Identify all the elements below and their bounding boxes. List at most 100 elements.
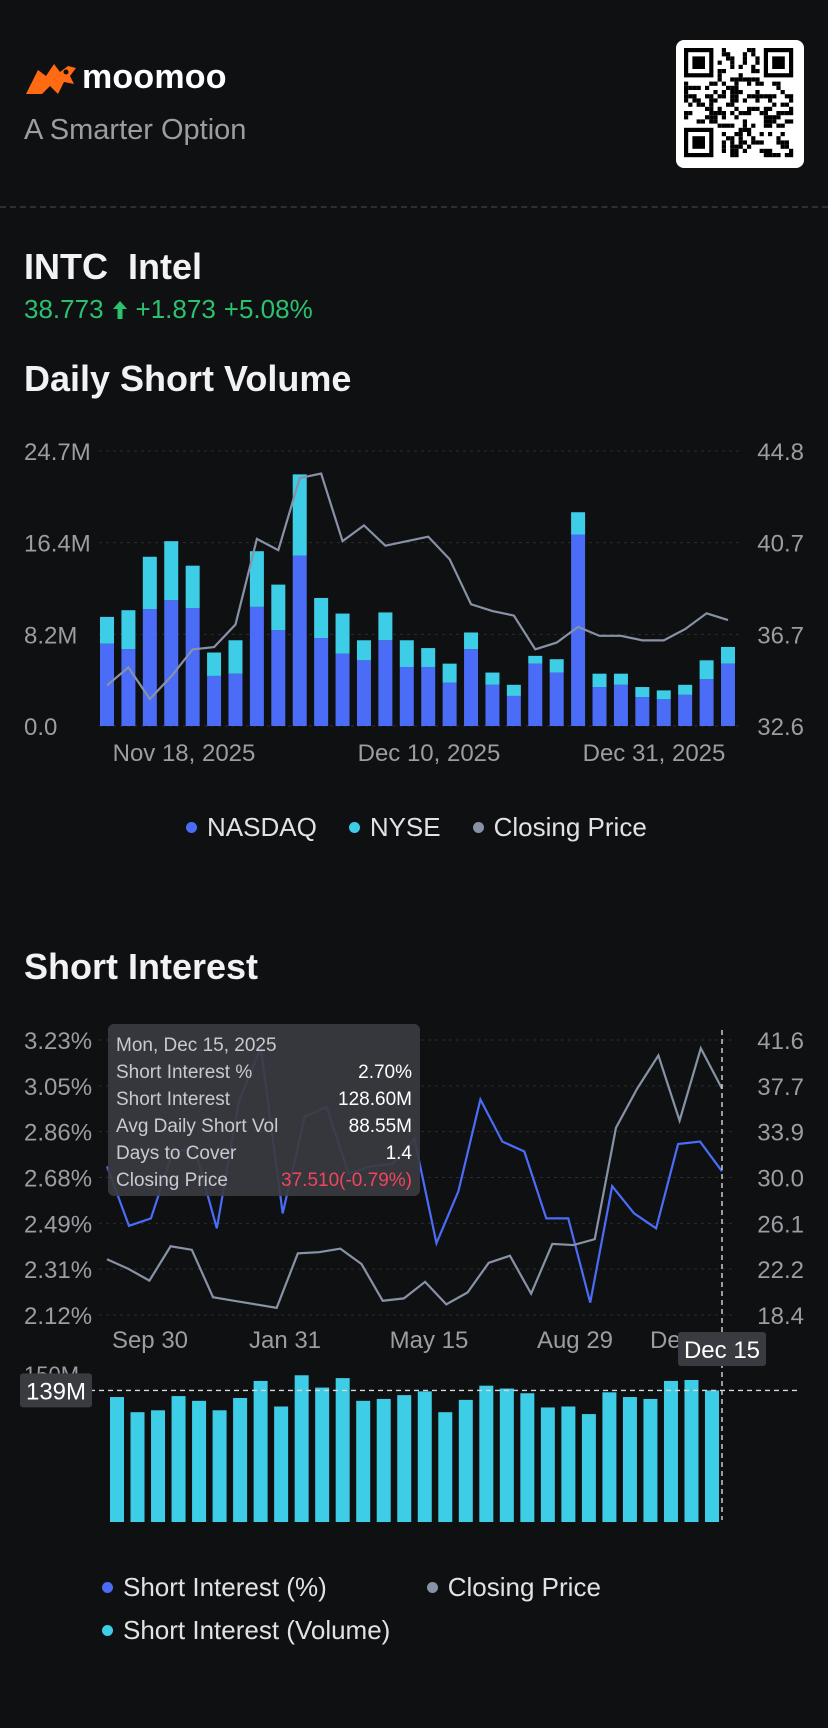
short-interest-chart[interactable]: 3.23% 3.05% 2.86% 2.68% 2.49% 2.31% 2.12% 41.6 3…: [0, 1020, 828, 1540]
bar-short-interest-volume[interactable]: [540, 1407, 555, 1522]
bar-nyse[interactable]: [100, 616, 114, 644]
bar-nyse[interactable]: [335, 613, 350, 654]
bar-nasdaq[interactable]: [356, 660, 371, 726]
bar-nasdaq[interactable]: [271, 630, 286, 726]
bar-nasdaq[interactable]: [249, 606, 264, 726]
bar-nasdaq[interactable]: [485, 684, 500, 726]
bar-nasdaq[interactable]: [656, 699, 671, 726]
bar-short-interest-volume[interactable]: [110, 1397, 124, 1522]
bar-short-interest-volume[interactable]: [705, 1390, 719, 1522]
bar-nyse[interactable]: [164, 541, 179, 601]
closing-price-line[interactable]: [106, 472, 729, 701]
bar-short-interest-volume[interactable]: [356, 1400, 371, 1522]
bar-short-interest-volume[interactable]: [335, 1378, 350, 1522]
bar-nyse[interactable]: [528, 655, 543, 664]
bar-short-interest-volume[interactable]: [438, 1412, 453, 1522]
bar-short-interest-volume[interactable]: [684, 1380, 699, 1522]
bar-nasdaq[interactable]: [506, 695, 521, 726]
legend-closing-price[interactable]: Closing Price: [426, 1572, 601, 1603]
bar-short-interest-volume[interactable]: [520, 1393, 535, 1522]
legend-nyse[interactable]: NYSE: [348, 812, 441, 843]
bar-nasdaq[interactable]: [678, 694, 693, 726]
bar-nyse[interactable]: [314, 597, 329, 639]
bar-nasdaq[interactable]: [207, 675, 222, 726]
bar-nyse[interactable]: [549, 659, 564, 673]
legend-closing-price[interactable]: Closing Price: [472, 812, 647, 843]
bar-nyse[interactable]: [185, 565, 200, 608]
bar-nasdaq[interactable]: [635, 697, 650, 726]
bar-short-interest-volume[interactable]: [151, 1410, 166, 1522]
bar-nyse[interactable]: [249, 551, 264, 607]
bar-nasdaq[interactable]: [164, 600, 179, 726]
bar-nyse[interactable]: [571, 512, 586, 535]
bar-nyse[interactable]: [678, 684, 693, 695]
bar-short-interest-volume[interactable]: [622, 1397, 637, 1522]
bar-nyse[interactable]: [121, 610, 136, 650]
bar-nyse[interactable]: [271, 584, 286, 631]
bar-nasdaq[interactable]: [292, 555, 307, 726]
bar-short-interest-volume[interactable]: [602, 1392, 617, 1522]
bar-nasdaq[interactable]: [699, 679, 714, 726]
bar-nasdaq[interactable]: [549, 672, 564, 726]
bar-nasdaq[interactable]: [464, 649, 479, 726]
closing-price-line[interactable]: [106, 1045, 723, 1310]
bar-nyse[interactable]: [613, 673, 628, 685]
bar-nasdaq[interactable]: [121, 649, 136, 726]
bar-short-interest-volume[interactable]: [561, 1406, 576, 1522]
bar-nyse[interactable]: [207, 652, 222, 676]
bar-short-interest-volume[interactable]: [499, 1388, 514, 1522]
bar-short-interest-volume[interactable]: [192, 1400, 207, 1522]
bar-nasdaq[interactable]: [185, 607, 200, 726]
bar-nasdaq[interactable]: [421, 666, 436, 726]
y2-tick-label: 26.1: [757, 1211, 804, 1238]
bar-short-interest-volume[interactable]: [212, 1410, 227, 1522]
bar-short-interest-volume[interactable]: [253, 1380, 268, 1522]
bar-nasdaq[interactable]: [378, 640, 393, 726]
bar-nasdaq[interactable]: [442, 682, 457, 726]
bar-short-interest-volume[interactable]: [663, 1380, 678, 1522]
bar-nyse[interactable]: [485, 672, 500, 685]
bar-nasdaq[interactable]: [314, 638, 329, 726]
bar-short-interest-volume[interactable]: [376, 1398, 391, 1522]
bar-nyse[interactable]: [656, 690, 671, 700]
bar-short-interest-volume[interactable]: [294, 1375, 309, 1522]
bar-short-interest-volume[interactable]: [171, 1396, 186, 1522]
bar-nyse[interactable]: [399, 640, 414, 667]
legend-short-interest-volume[interactable]: Short Interest (Volume): [102, 1615, 390, 1646]
bar-nasdaq[interactable]: [228, 673, 243, 726]
legend-short-interest-pct[interactable]: Short Interest (%): [102, 1572, 327, 1603]
legend-nasdaq[interactable]: NASDAQ: [186, 812, 317, 843]
bar-nasdaq[interactable]: [399, 666, 414, 726]
bar-nasdaq[interactable]: [571, 534, 586, 726]
bar-nyse[interactable]: [592, 673, 607, 688]
bar-nyse[interactable]: [292, 474, 307, 556]
bar-nyse[interactable]: [464, 632, 479, 650]
bar-nasdaq[interactable]: [142, 609, 157, 726]
bar-short-interest-volume[interactable]: [479, 1385, 494, 1522]
bar-nyse[interactable]: [506, 684, 521, 696]
bar-nasdaq[interactable]: [721, 663, 735, 726]
bar-nasdaq[interactable]: [528, 663, 543, 726]
bar-short-interest-volume[interactable]: [233, 1397, 248, 1522]
bar-nyse[interactable]: [721, 646, 735, 664]
bar-nyse[interactable]: [378, 612, 393, 641]
bar-short-interest-volume[interactable]: [397, 1395, 412, 1522]
bar-short-interest-volume[interactable]: [643, 1398, 658, 1522]
bar-nyse[interactable]: [635, 687, 650, 698]
bar-short-interest-volume[interactable]: [274, 1406, 289, 1522]
bar-short-interest-volume[interactable]: [458, 1399, 473, 1522]
bar-nyse[interactable]: [699, 660, 714, 680]
bar-nyse[interactable]: [442, 663, 457, 683]
bar-short-interest-volume[interactable]: [581, 1414, 596, 1522]
bar-nyse[interactable]: [142, 556, 157, 610]
daily-short-volume-chart[interactable]: 24.7M 16.4M 8.2M 0.0 44.8 40.7 36.7 32.6 Nov 18,…: [0, 430, 828, 770]
bar-short-interest-volume[interactable]: [315, 1387, 330, 1522]
bar-nasdaq[interactable]: [613, 684, 628, 726]
bar-nyse[interactable]: [421, 648, 436, 667]
bar-nasdaq[interactable]: [335, 653, 350, 726]
bar-short-interest-volume[interactable]: [130, 1412, 145, 1522]
bar-nasdaq[interactable]: [592, 687, 607, 726]
bar-nyse[interactable]: [356, 640, 371, 661]
bar-short-interest-volume[interactable]: [417, 1391, 432, 1522]
bar-nyse[interactable]: [228, 640, 243, 674]
